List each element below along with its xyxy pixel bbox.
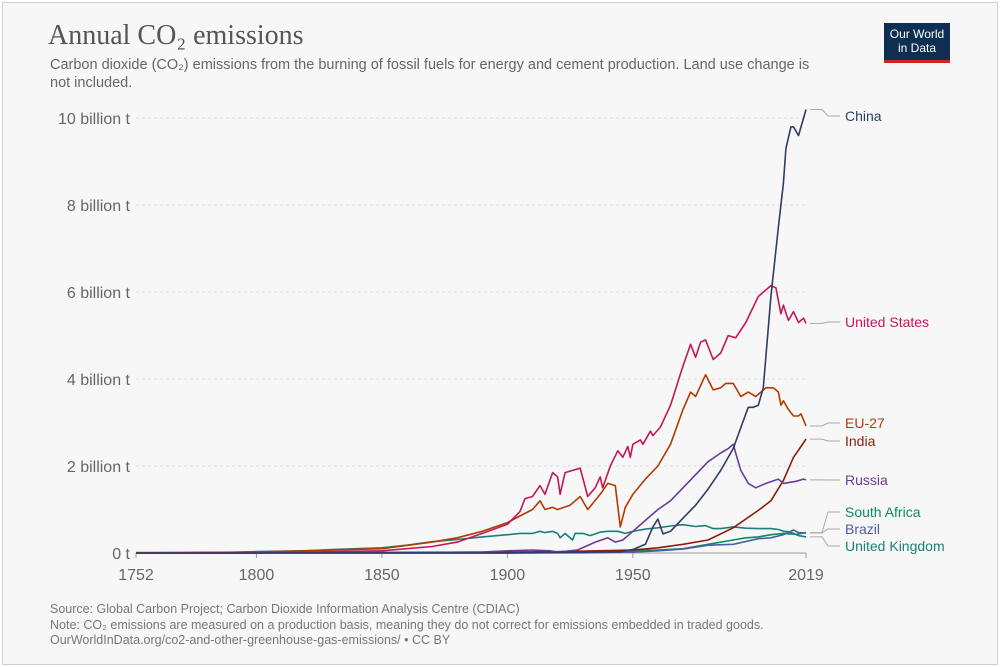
methodology-note: Note: CO₂ emissions are measured on a pr… (50, 617, 764, 632)
x-tick-label: 1900 (490, 567, 526, 584)
x-tick-label: 1800 (239, 567, 275, 584)
series-label-eu-27[interactable]: EU-27 (845, 415, 885, 431)
logo-line-1: Our World (889, 27, 945, 41)
line-chart: 0 t 2 billion t 4 billion t 6 billion t 8 bi… (58, 108, 945, 584)
label-connector (810, 536, 840, 547)
y-axis-ticks: 0 t 2 billion t 4 billion t 6 billion t 8 bi… (58, 111, 131, 563)
series-label-united-kingdom[interactable]: United Kingdom (845, 538, 945, 554)
y-tick-label: 4 billion t (67, 372, 131, 389)
series-line-united-states[interactable] (135, 284, 807, 554)
y-tick-label: 10 billion t (58, 111, 131, 128)
series-label-brazil[interactable]: Brazil (845, 521, 880, 537)
label-connector (810, 528, 840, 534)
source-link[interactable]: OurWorldInData.org/co2-and-other-greenho… (50, 633, 451, 647)
x-tick-label: 1752 (118, 567, 154, 584)
owid-logo[interactable]: Our World in Data (884, 23, 950, 63)
source-note: Source: Global Carbon Project; Carbon Di… (50, 602, 520, 616)
series-label-south-africa[interactable]: South Africa (845, 504, 921, 520)
label-connector (810, 511, 840, 534)
series-label-united-states[interactable]: United States (845, 314, 929, 330)
chart-title: Annual CO₂ emissions (48, 20, 304, 51)
label-connector (810, 109, 840, 117)
x-tick-label: 2019 (788, 567, 824, 584)
series-line-india[interactable] (135, 438, 807, 554)
y-tick-label: 6 billion t (67, 285, 131, 302)
y-tick-label: 2 billion t (67, 459, 131, 476)
label-connector (810, 438, 840, 442)
series-labels: China United States EU-27 India Russia South … (810, 108, 945, 554)
series-lines (135, 109, 807, 554)
label-connector (810, 422, 840, 427)
y-tick-label: 8 billion t (67, 198, 131, 215)
logo-line-2: in Data (897, 41, 937, 55)
chart-footer: Source: Global Carbon Project; Carbon Di… (50, 602, 764, 649)
grid-lines (136, 117, 806, 467)
label-connector (810, 321, 840, 324)
y-tick-label: 0 t (112, 546, 130, 563)
x-axis-ticks: 1752 1800 1850 1900 1950 2019 (118, 552, 824, 584)
series-line-south-africa[interactable] (135, 531, 807, 554)
chart-subtitle: Carbon dioxide (CO₂) emissions from the … (50, 57, 810, 91)
series-line-united-kingdom[interactable] (136, 523, 807, 554)
series-label-india[interactable]: India (845, 433, 876, 449)
series-label-china[interactable]: China (845, 108, 882, 124)
series-line-russia[interactable] (135, 443, 807, 554)
series-line-eu-27[interactable] (135, 373, 807, 554)
series-label-russia[interactable]: Russia (845, 472, 888, 488)
x-tick-label: 1850 (364, 567, 400, 584)
x-tick-label: 1950 (615, 567, 651, 584)
series-line-china[interactable] (136, 109, 807, 554)
